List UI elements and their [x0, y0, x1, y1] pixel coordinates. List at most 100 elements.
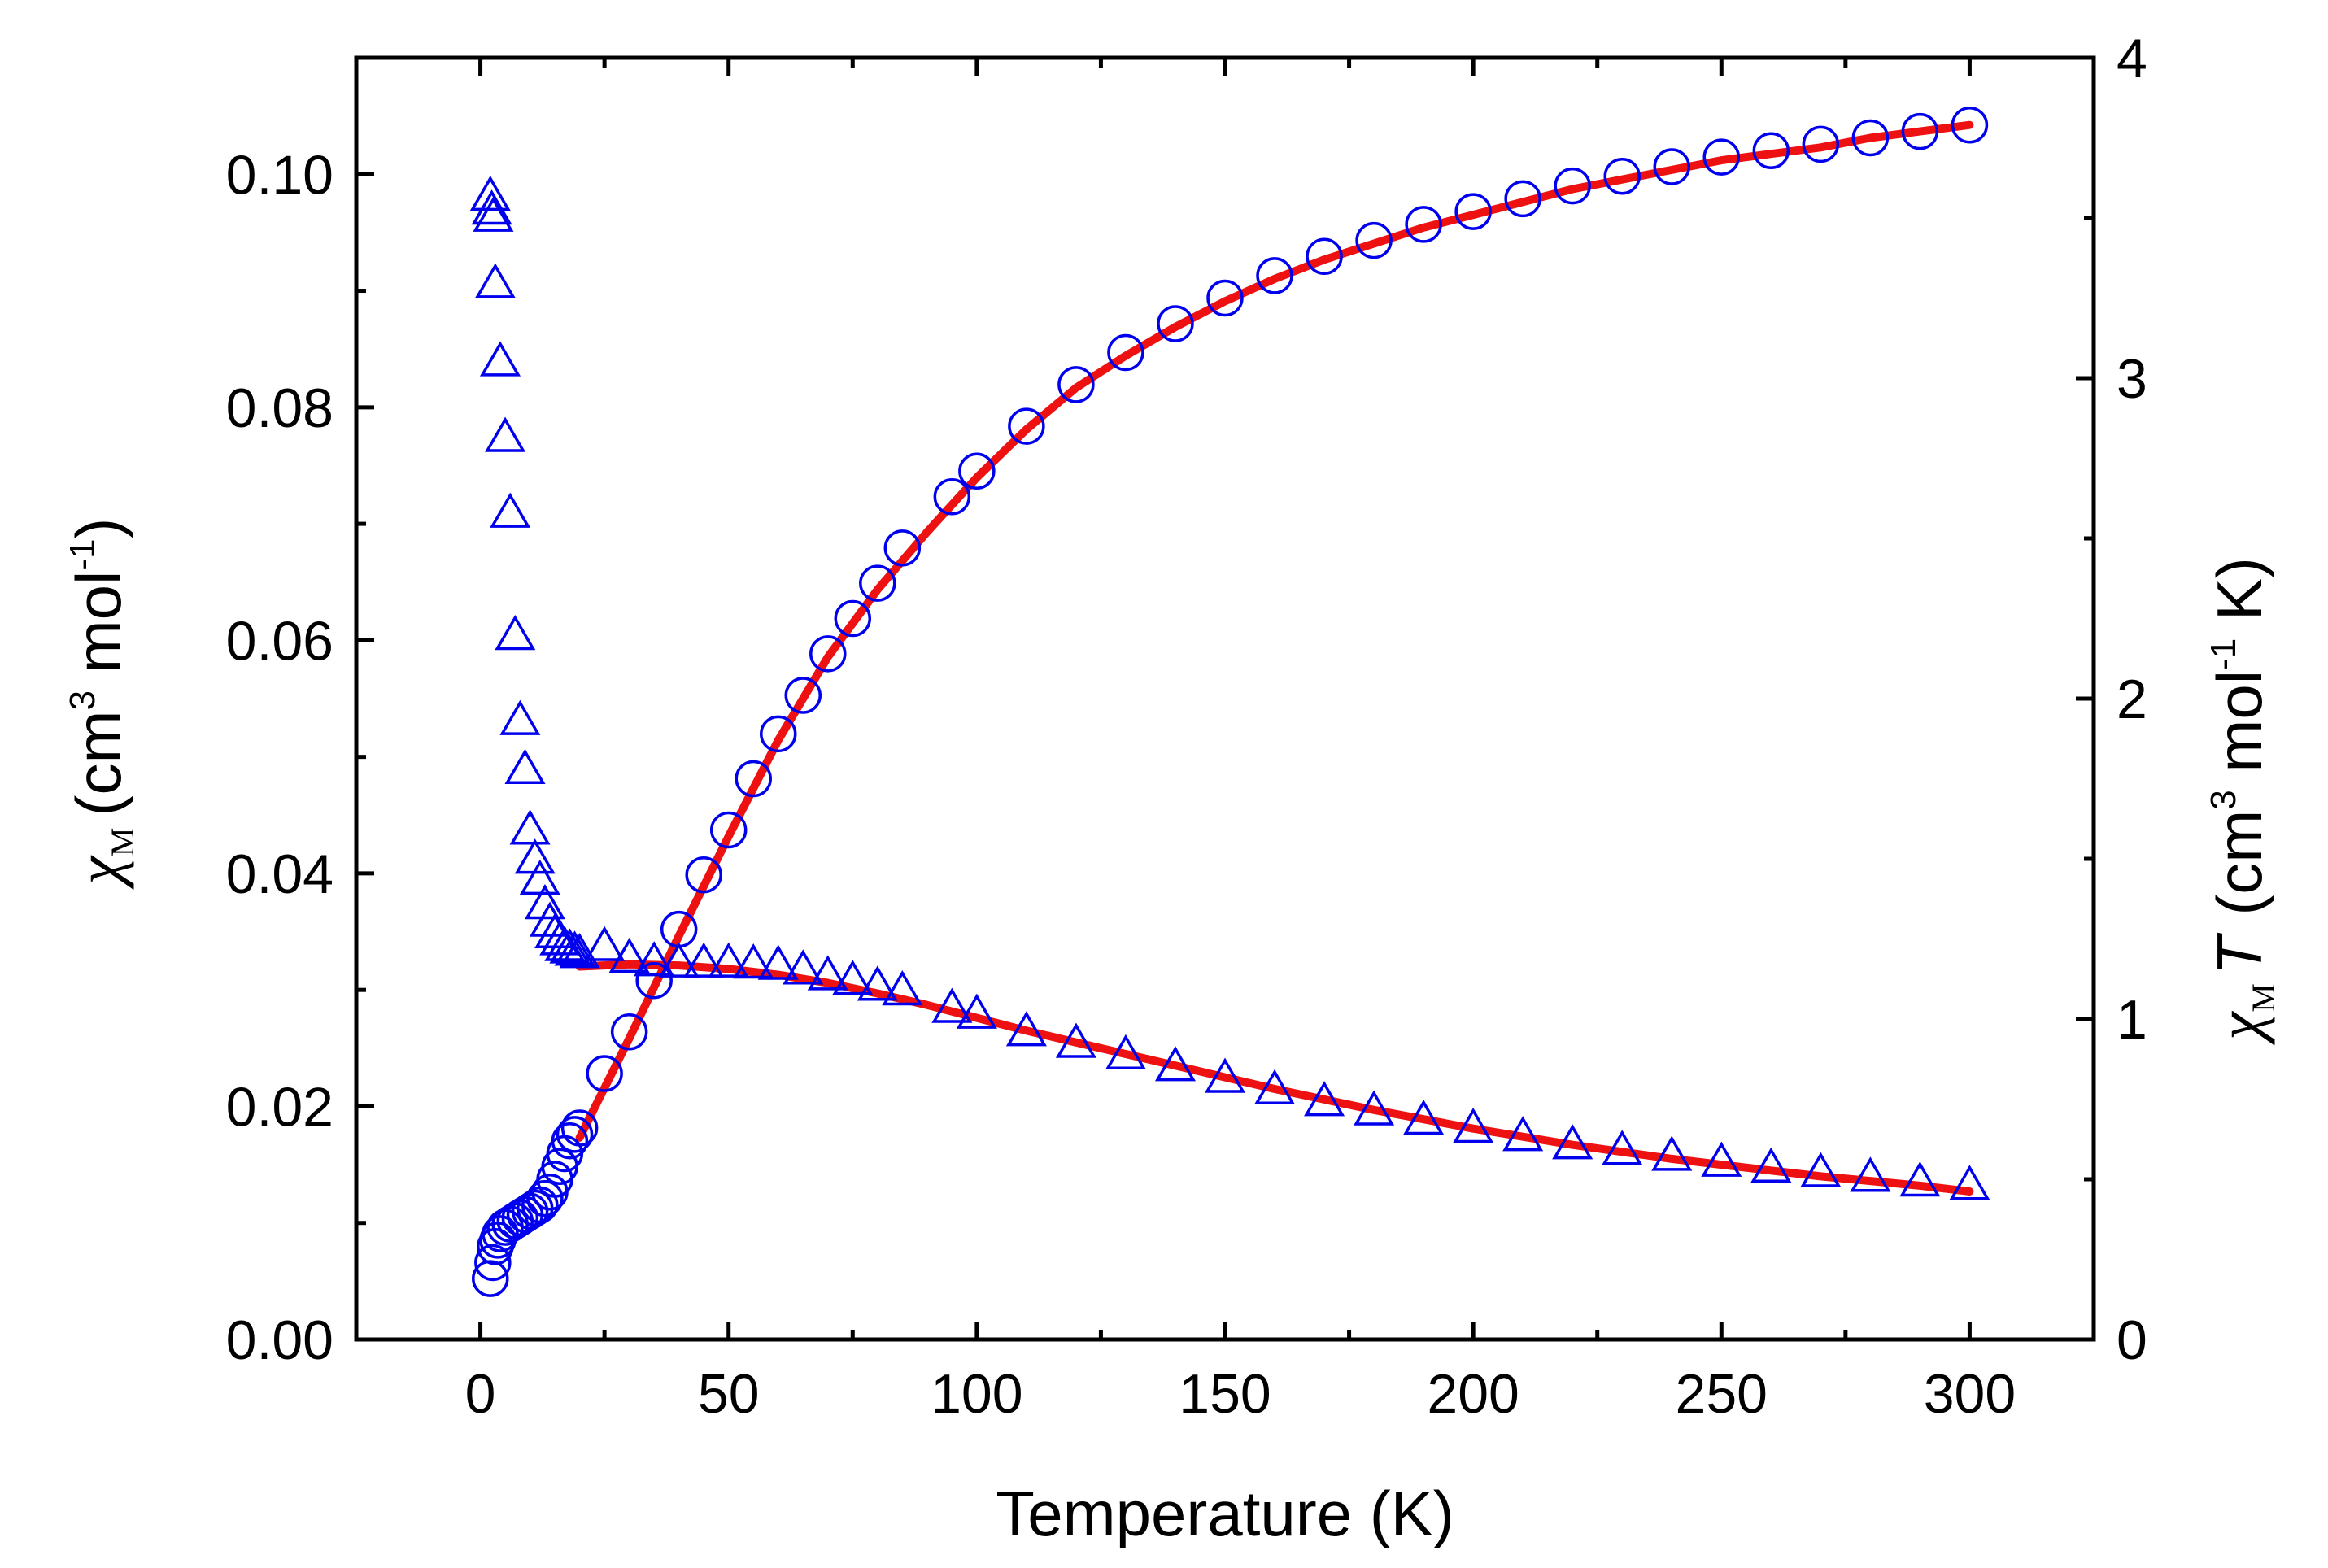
triangle-marker [473, 196, 514, 232]
triangle-marker [1055, 1022, 1096, 1058]
y-right-tick-label: 4 [2117, 28, 2147, 89]
triangle-marker [504, 748, 546, 785]
triangle-marker [1154, 1046, 1197, 1082]
circle-marker [809, 635, 847, 673]
circle-marker [1851, 119, 1890, 157]
fit-lines [575, 120, 1974, 1196]
triangle-marker [529, 901, 571, 937]
triangle-marker [1253, 1069, 1296, 1105]
circle-marker [1653, 148, 1691, 185]
triangle-marker [807, 955, 848, 991]
triangle-marker [499, 699, 541, 735]
y-left-tick-label: 0.02 [226, 1076, 334, 1138]
y-left-tick-label: 0.10 [226, 144, 334, 206]
y-left-chi-symbol: χ [63, 855, 134, 890]
x-tick-label: 100 [931, 1363, 1022, 1425]
triangle-marker [485, 416, 526, 452]
circle-marker [1603, 158, 1641, 195]
circle-marker [784, 677, 822, 714]
triangle-marker [509, 809, 551, 845]
y-right-tick-label: 1 [2117, 989, 2147, 1051]
y-left-unit-1: (cm [63, 711, 134, 817]
triangle-marker [931, 987, 973, 1023]
y-right-tick-label: 0 [2117, 1309, 2147, 1371]
triangle-marker [471, 189, 512, 225]
triangle-marker [549, 928, 591, 964]
x-tick-label: 300 [1924, 1363, 2016, 1425]
circle-marker [1951, 106, 1989, 144]
circle-marker [1702, 138, 1741, 176]
triangle-marker [524, 883, 565, 920]
circle-marker [759, 715, 797, 753]
triangle-marker [956, 993, 997, 1029]
triangle-marker [479, 341, 521, 377]
triangle-marker [832, 960, 874, 995]
triangle-marker [469, 175, 511, 211]
x-tick-label: 200 [1427, 1363, 1519, 1425]
y-left-sup-2: -1 [63, 539, 102, 571]
circle-marker [511, 1192, 549, 1230]
y-left-tick-label: 0.06 [226, 610, 334, 672]
triangle-marker [757, 944, 799, 980]
circle-marker [1107, 333, 1144, 372]
triangle-marker [882, 969, 923, 1006]
y-left-unit-3: ) [63, 518, 134, 539]
triangle-marker [857, 965, 898, 1001]
y-left-sup-1: 3 [63, 690, 102, 710]
y-right-tick-label: 2 [2117, 669, 2147, 730]
circle-marker [586, 1055, 623, 1092]
circle-marker [685, 856, 722, 894]
circle-marker [560, 1109, 599, 1147]
triangle-marker [1552, 1124, 1593, 1160]
triangle-marker [1354, 1090, 1395, 1126]
x-tick-label: 250 [1676, 1363, 1768, 1425]
y-left-axis-title: χM (cm3 mol-1) [63, 518, 141, 891]
triangle-marker [1651, 1135, 1693, 1171]
triangle-marker [554, 930, 595, 966]
triangle-marker [733, 943, 774, 979]
axis-ticks [356, 55, 2094, 1342]
triangle-marker [608, 937, 650, 973]
circle-marker [958, 452, 996, 490]
triangle-marker [1850, 1156, 1891, 1192]
y-right-unit-2: mol [2204, 670, 2275, 790]
circle-marker [610, 1013, 648, 1051]
circle-marker [859, 564, 896, 602]
circle-marker [1752, 132, 1790, 170]
triangle-marker [634, 941, 675, 977]
triangle-marker [584, 926, 626, 961]
triangle-marker [1502, 1116, 1544, 1152]
x-tick-label: 50 [698, 1363, 760, 1425]
triangle-marker [1105, 1034, 1146, 1070]
plot-frame [354, 55, 2096, 1342]
x-axis-title: Temperature (K) [996, 1478, 1454, 1549]
circle-marker [1802, 125, 1840, 163]
circle-marker [1405, 206, 1442, 243]
triangle-marker [495, 615, 536, 651]
fit-line-chimt-fit [575, 120, 1974, 1142]
triangle-marker [559, 933, 600, 969]
triangle-marker [474, 263, 516, 298]
circle-marker [1554, 167, 1591, 205]
y-right-subscript: M [2245, 983, 2282, 1013]
y-right-chi-symbol: χ [2204, 1011, 2275, 1046]
circle-marker [1306, 237, 1343, 276]
triangle-marker [783, 949, 824, 985]
y-right-temperature-symbol: T [2204, 932, 2275, 975]
triangle-marker [1949, 1165, 1990, 1200]
y-right-sup-1: 3 [2204, 790, 2243, 809]
triangle-marker [519, 859, 560, 895]
triangle-marker [1602, 1130, 1643, 1165]
y-left-subscript: M [104, 828, 141, 857]
triangle-marker [1899, 1161, 1941, 1197]
y-right-axis-title: χMT (cm3 mol-1 K) [2204, 557, 2282, 1046]
circle-marker [1355, 221, 1393, 259]
circle-marker [1008, 407, 1045, 445]
circle-marker [551, 1122, 589, 1160]
circle-marker [526, 1179, 564, 1217]
circle-marker [709, 811, 748, 849]
circle-marker [1504, 180, 1541, 218]
circle-marker [660, 910, 698, 948]
triangle-marker [514, 838, 556, 874]
